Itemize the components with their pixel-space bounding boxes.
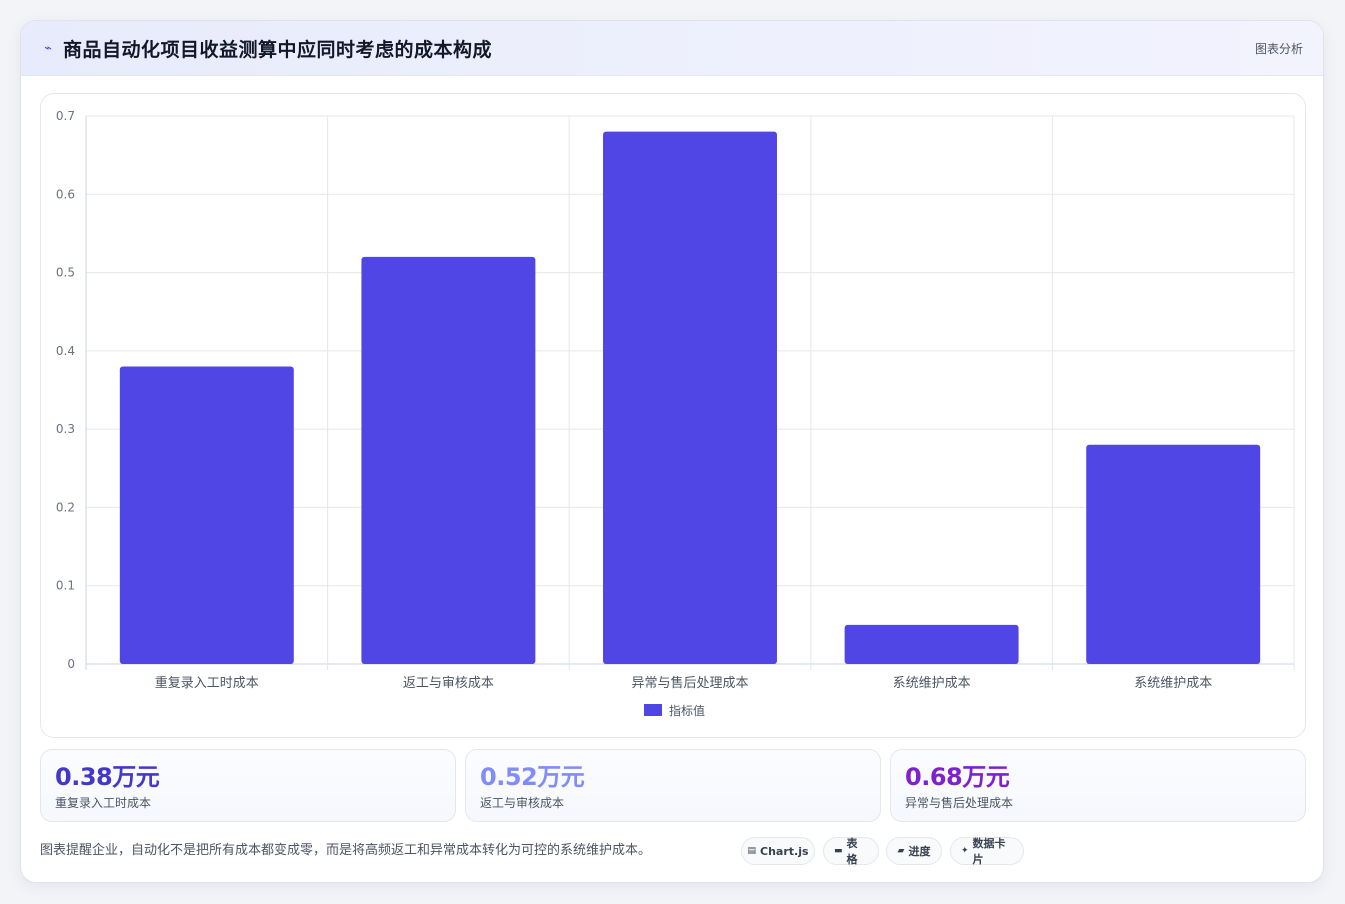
y-tick-label: 0.5 xyxy=(56,266,75,280)
y-tick-label: 0.4 xyxy=(56,344,75,358)
card-header: ⌁ 商品自动化项目收益测算中应同时考虑的成本构成 图表分析 xyxy=(21,21,1323,76)
stat-label: 返工与审核成本 xyxy=(480,796,565,810)
chartjs-pill[interactable]: ▤ Chart.js xyxy=(741,837,815,865)
chart-icon: ▤ xyxy=(747,846,756,856)
stat-value: 0.38万元 xyxy=(55,763,160,791)
line-chart-icon: ⌁ xyxy=(44,40,52,56)
table-pill[interactable]: ▬ 表格 xyxy=(823,837,879,866)
page-title: 商品自动化项目收益测算中应同时考虑的成本构成 xyxy=(63,38,493,61)
stat-card: 0.52万元 返工与审核成本 xyxy=(465,749,881,822)
y-tick-label: 0.2 xyxy=(56,500,75,514)
chart-card: ⌁ 商品自动化项目收益测算中应同时考虑的成本构成 图表分析 0 0.1 0.2 0.3… xyxy=(20,20,1324,883)
bar xyxy=(1086,444,1261,664)
bar xyxy=(844,624,1019,664)
pill-label: 进度 xyxy=(908,845,931,858)
pill-label: 数据卡片 xyxy=(972,837,1006,866)
stat-card: 0.68万元 异常与售后处理成本 xyxy=(890,749,1306,822)
stat-card: 0.38万元 重复录入工时成本 xyxy=(40,749,456,822)
pill-label: 表格 xyxy=(846,837,858,866)
data-card-pill[interactable]: ✦ 数据卡片 xyxy=(950,837,1024,866)
y-tick-label: 0.1 xyxy=(56,579,75,593)
stat-value: 0.52万元 xyxy=(480,763,585,791)
bar xyxy=(119,366,294,664)
chart-container: 0 0.1 0.2 0.3 0.4 0.5 0.6 0.7 重复录入工时成本 返工与审核成本 异常与… xyxy=(40,93,1306,738)
pill-label: Chart.js xyxy=(760,844,809,858)
sparkle-icon: ✦ xyxy=(961,846,969,856)
y-tick-label: 0.6 xyxy=(56,187,75,201)
legend-swatch xyxy=(644,704,662,716)
bar xyxy=(603,131,777,665)
y-tick-label: 0 xyxy=(67,657,75,671)
x-tick-label: 返工与审核成本 xyxy=(403,676,494,691)
x-tick-label: 异常与售后处理成本 xyxy=(631,675,748,691)
stat-label: 异常与售后处理成本 xyxy=(905,796,1014,810)
bar xyxy=(361,256,536,664)
bar-chart: 0 0.1 0.2 0.3 0.4 0.5 0.6 0.7 重复录入工时成本 返工与审核成本 异常与… xyxy=(56,109,1295,718)
legend-label: 指标值 xyxy=(669,703,705,718)
y-tick-label: 0.7 xyxy=(56,109,75,123)
chart-analysis-tag: 图表分析 xyxy=(1254,41,1303,56)
progress-pill[interactable]: ▰ 进度 xyxy=(886,837,942,865)
y-tick-label: 0.3 xyxy=(56,422,75,436)
x-tick-label: 重复录入工时成本 xyxy=(155,675,259,691)
stat-cards: 0.38万元 重复录入工时成本 0.52万元 返工与审核成本 0.68万元 异常… xyxy=(40,749,1306,822)
stat-value: 0.68万元 xyxy=(905,763,1010,791)
x-tick-label: 系统维护成本 xyxy=(893,676,971,691)
chart-footnote: 图表提醒企业，自动化不是把所有成本都变成零，而是将高频返工和异常成本转化为可控的… xyxy=(40,843,652,858)
table-icon: ▬ xyxy=(834,846,843,856)
stat-label: 重复录入工时成本 xyxy=(55,796,152,810)
x-tick-label: 系统维护成本 xyxy=(1134,676,1212,691)
title-wrap: ⌁ 商品自动化项目收益测算中应同时考虑的成本构成 xyxy=(41,35,492,62)
footer: 图表提醒企业，自动化不是把所有成本都变成零，而是将高频返工和异常成本转化为可控的… xyxy=(40,835,1306,867)
progress-icon: ▰ xyxy=(897,846,905,856)
